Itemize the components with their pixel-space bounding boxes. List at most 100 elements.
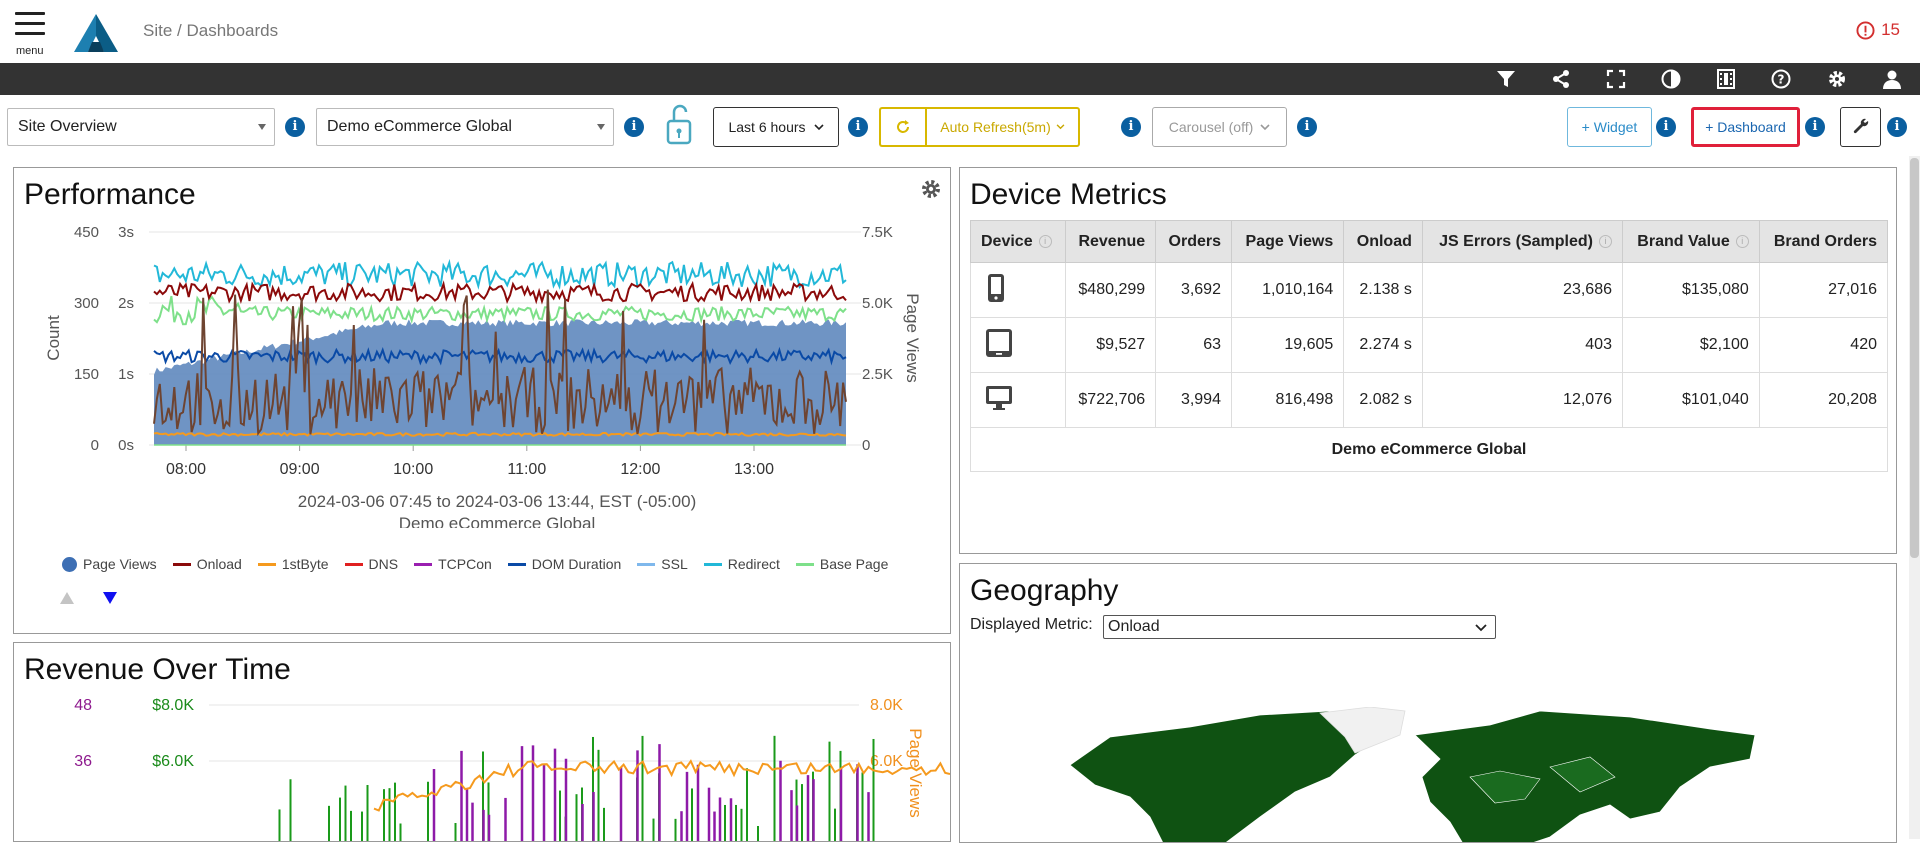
col-brand-orders[interactable]: Brand Orders xyxy=(1758,220,1889,263)
carousel-info-icon[interactable]: i xyxy=(1297,117,1317,137)
legend-label: 1stByte xyxy=(281,556,329,572)
film-icon[interactable] xyxy=(1715,68,1737,90)
fullscreen-icon[interactable] xyxy=(1605,68,1627,90)
scroll-down-arrow-icon[interactable] xyxy=(102,591,118,605)
app-select[interactable]: Demo eCommerce Global xyxy=(316,108,614,146)
legend-label: DNS xyxy=(368,556,399,572)
carousel-select[interactable]: Carousel (off) xyxy=(1152,107,1287,147)
alert-icon xyxy=(1856,20,1875,40)
col-device[interactable]: Device i xyxy=(970,220,1066,263)
legend-label: Page Views xyxy=(83,556,157,572)
device-metrics-title: Device Metrics xyxy=(970,178,1167,211)
legend-item[interactable]: TCPCon xyxy=(414,556,492,572)
y-tick-orders: 48 xyxy=(74,697,92,714)
revenue-chart: 48 $8.0K 8.0K 36 $6.0K 6.0K Page Views xyxy=(74,697,950,841)
y-tick-time: 1s xyxy=(118,366,134,383)
col-orders[interactable]: Orders xyxy=(1155,220,1232,263)
contrast-icon[interactable] xyxy=(1660,68,1682,90)
legend-swatch xyxy=(507,562,526,566)
table-footer-row: Demo eCommerce Global xyxy=(970,427,1888,472)
y-tick-right: 5.0K xyxy=(862,295,893,312)
unlock-icon[interactable] xyxy=(664,101,694,147)
legend-item[interactable]: DOM Duration xyxy=(507,556,622,572)
metric-select[interactable]: Onload xyxy=(1103,615,1496,639)
series-line-redirect xyxy=(153,258,847,290)
col-brand-value[interactable]: Brand Value i xyxy=(1621,220,1760,263)
page-views-line xyxy=(373,759,950,812)
metric-label: Displayed Metric: xyxy=(970,616,1093,633)
column-info-icon[interactable]: i xyxy=(1735,234,1749,248)
panel-settings-gear-icon[interactable] xyxy=(920,178,942,200)
device-metrics-panel: Device Metrics Device i Revenue Orders Pa… xyxy=(959,167,1897,554)
page-scrollbar[interactable] xyxy=(1909,156,1920,839)
wrench-icon xyxy=(1853,118,1868,134)
dropdown-caret-icon xyxy=(258,124,266,130)
app-info-icon[interactable]: i xyxy=(624,117,644,137)
legend-label: Base Page xyxy=(819,556,889,572)
alert-indicator[interactable]: 15 xyxy=(1856,20,1900,40)
time-range-select[interactable]: Last 6 hours xyxy=(713,107,839,147)
y-tick-count: 300 xyxy=(74,295,99,312)
add-widget-button[interactable]: + Widget xyxy=(1567,107,1652,147)
chart-range-text: 2024-03-06 07:45 to 2024-03-06 13:44, ES… xyxy=(298,492,697,511)
time-info-icon[interactable]: i xyxy=(848,117,868,137)
refresh-button[interactable] xyxy=(879,107,925,147)
dashboard-info-icon[interactable]: i xyxy=(1805,117,1825,137)
help-icon[interactable]: ? xyxy=(1770,68,1792,90)
gear-icon[interactable] xyxy=(1826,68,1848,90)
col-revenue[interactable]: Revenue xyxy=(1064,220,1157,263)
legend-item[interactable]: Onload xyxy=(172,556,242,572)
y-tick-time: 3s xyxy=(118,224,134,241)
legend-swatch xyxy=(257,562,276,566)
geography-panel: Geography Displayed Metric: Onload xyxy=(959,563,1897,843)
logo xyxy=(74,14,118,52)
menu-button[interactable]: menu xyxy=(15,12,45,57)
legend-label: Onload xyxy=(196,556,242,572)
legend-item[interactable]: Base Page xyxy=(795,556,889,572)
widget-info-icon[interactable]: i xyxy=(1656,117,1676,137)
chart-subtitle: Demo eCommerce Global xyxy=(399,514,596,528)
col-page-views[interactable]: Page Views xyxy=(1230,220,1345,263)
legend-item[interactable]: DNS xyxy=(344,556,399,572)
revenue-title: Revenue Over Time xyxy=(24,653,291,686)
x-tick-label: 09:00 xyxy=(280,461,320,478)
site-select[interactable]: Site Overview xyxy=(7,108,275,146)
legend-swatch xyxy=(414,562,433,566)
y-axis-label-right: Page Views xyxy=(906,728,925,817)
series-line-dom-duration xyxy=(153,346,847,367)
world-map[interactable] xyxy=(1070,707,1770,843)
wrench-button[interactable] xyxy=(1840,107,1881,147)
auto-refresh-select[interactable]: Auto Refresh(5m) xyxy=(925,107,1080,147)
legend-item[interactable]: SSL xyxy=(637,556,688,572)
legend-item[interactable]: Page Views xyxy=(62,556,157,572)
refresh-icon xyxy=(897,120,909,133)
filter-icon[interactable] xyxy=(1495,68,1517,90)
col-js-errors[interactable]: JS Errors (Sampled) i xyxy=(1421,220,1623,263)
table-footer: Demo eCommerce Global xyxy=(970,427,1888,472)
legend-swatch xyxy=(62,556,77,572)
table-row: $480,299 3,692 1,010,164 2.138 s 23,686 … xyxy=(970,262,1889,318)
user-icon[interactable] xyxy=(1881,68,1903,90)
chevron-down-icon xyxy=(813,123,824,130)
col-onload[interactable]: Onload xyxy=(1343,220,1423,263)
share-icon[interactable] xyxy=(1550,68,1572,90)
column-info-icon[interactable]: i xyxy=(1038,234,1052,248)
wrench-info-icon[interactable]: i xyxy=(1887,117,1907,137)
legend-item[interactable]: 1stByte xyxy=(257,556,329,572)
chevron-down-icon xyxy=(1056,124,1065,130)
site-info-icon[interactable]: i xyxy=(285,117,305,137)
add-dashboard-button[interactable]: + Dashboard xyxy=(1691,107,1800,147)
performance-title: Performance xyxy=(24,178,196,211)
legend-swatch xyxy=(703,562,722,566)
y-tick-revenue: $8.0K xyxy=(152,697,194,714)
scrollbar-thumb[interactable] xyxy=(1910,158,1919,558)
scroll-up-arrow-icon[interactable] xyxy=(59,591,75,605)
y-tick-right: 7.5K xyxy=(862,224,893,241)
column-info-icon[interactable]: i xyxy=(1598,234,1612,248)
y-tick-count: 450 xyxy=(74,224,99,241)
refresh-info-icon[interactable]: i xyxy=(1121,117,1141,137)
legend-label: DOM Duration xyxy=(531,556,622,572)
legend-item[interactable]: Redirect xyxy=(703,556,780,572)
x-tick-label: 13:00 xyxy=(734,461,774,478)
legend-label: TCPCon xyxy=(438,556,492,572)
